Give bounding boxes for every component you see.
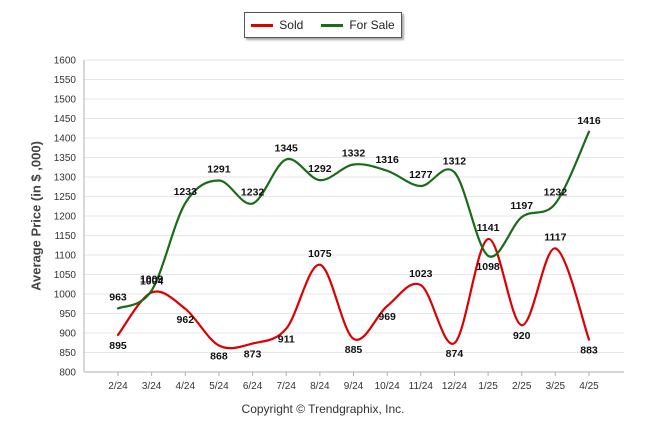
y-tick-label: 1200 <box>54 212 77 223</box>
y-tick-label: 850 <box>59 348 76 359</box>
y-tick-label: 1250 <box>54 192 77 203</box>
data-label-for-sale: 1009 <box>140 273 164 285</box>
data-label-sold: 962 <box>177 314 195 326</box>
legend-swatch-sold <box>251 23 274 27</box>
data-label-for-sale: 1232 <box>544 187 568 199</box>
x-tick-label: 6/24 <box>243 381 263 392</box>
x-tick-label: 2/25 <box>512 381 532 392</box>
y-tick-label: 1600 <box>54 56 77 67</box>
data-label-for-sale: 1098 <box>476 261 500 273</box>
y-tick-label: 1550 <box>54 75 77 86</box>
data-label-sold: 920 <box>513 330 531 342</box>
y-tick-label: 950 <box>59 309 76 320</box>
x-tick-label: 3/25 <box>546 381 566 392</box>
y-tick-label: 1050 <box>54 270 77 281</box>
x-tick-label: 4/25 <box>579 381 599 392</box>
y-tick-label: 1450 <box>54 114 77 125</box>
data-label-for-sale: 1345 <box>275 142 299 154</box>
y-tick-label: 800 <box>59 368 76 379</box>
y-axis-title: Average Price (in $ ,000) <box>28 141 44 291</box>
legend-label-sold: Sold <box>279 18 304 32</box>
data-label-sold: 873 <box>244 349 262 361</box>
x-tick-label: 4/24 <box>176 381 196 392</box>
y-tick-label: 1300 <box>54 173 77 184</box>
legend-swatch-for-sale <box>321 23 344 27</box>
data-label-sold: 895 <box>109 340 127 352</box>
series-lines <box>116 130 591 350</box>
x-tick-label: 1/25 <box>478 381 498 392</box>
data-label-sold: 883 <box>580 345 598 357</box>
y-tick-label: 1500 <box>54 95 77 106</box>
data-label-for-sale: 1332 <box>342 148 366 160</box>
data-label-sold: 969 <box>378 311 396 323</box>
data-label-sold: 1117 <box>544 231 566 243</box>
x-tick-label: 7/24 <box>276 381 296 392</box>
y-tick-label: 1400 <box>54 134 77 145</box>
data-label-for-sale: 1233 <box>174 186 198 198</box>
data-labels: 895 1004 962 868 873 911 1075 885 969 1023 874 1141… <box>109 115 601 363</box>
x-tick-label: 12/24 <box>442 381 467 392</box>
data-label-sold: 1004 <box>140 275 164 287</box>
y-tick-label: 1000 <box>54 290 77 301</box>
grid <box>84 59 624 373</box>
x-tick-label: 9/24 <box>344 381 364 392</box>
legend-item-for-sale[interactable]: For Sale <box>321 18 395 32</box>
data-label-sold: 1023 <box>409 268 433 280</box>
legend: Sold For Sale <box>244 12 402 38</box>
data-label-for-sale: 1277 <box>409 169 433 181</box>
x-tick-label: 5/24 <box>209 381 229 392</box>
data-label-for-sale: 1197 <box>510 200 533 212</box>
y-tick-label: 1100 <box>54 251 76 262</box>
axes: 800 850 900 950 1000 1050 1100 1150 1200 1250 1300… <box>54 56 624 392</box>
copyright-credit: Copyright © Trendgraphix, Inc. <box>241 402 405 416</box>
x-tick-label: 11/24 <box>409 381 434 392</box>
x-tick-label: 2/24 <box>108 381 128 392</box>
data-label-for-sale: 1316 <box>375 154 399 166</box>
y-tick-label: 900 <box>59 329 76 340</box>
y-tick-label: 1150 <box>54 231 76 242</box>
x-tick-label: 10/24 <box>375 381 400 392</box>
series-line-for-sale <box>116 130 591 310</box>
data-label-for-sale: 1416 <box>577 115 601 127</box>
data-label-sold: 874 <box>446 348 464 360</box>
legend-label-for-sale: For Sale <box>349 18 395 32</box>
data-label-for-sale: 1232 <box>241 187 265 199</box>
data-label-sold: 868 <box>210 350 228 362</box>
data-label-sold: 885 <box>345 344 363 356</box>
data-label-for-sale: 963 <box>109 291 127 303</box>
x-tick-label: 8/24 <box>310 381 330 392</box>
data-label-sold: 911 <box>278 334 295 346</box>
data-label-sold: 1141 <box>477 222 500 234</box>
series-line-sold <box>116 237 591 350</box>
data-label-for-sale: 1291 <box>207 164 231 176</box>
legend-item-sold[interactable]: Sold <box>251 18 303 32</box>
data-label-for-sale: 1292 <box>308 163 332 175</box>
x-tick-label: 3/24 <box>142 381 162 392</box>
data-label-for-sale: 1312 <box>443 155 467 167</box>
y-tick-label: 1350 <box>54 153 77 164</box>
data-label-sold: 1075 <box>308 248 332 260</box>
